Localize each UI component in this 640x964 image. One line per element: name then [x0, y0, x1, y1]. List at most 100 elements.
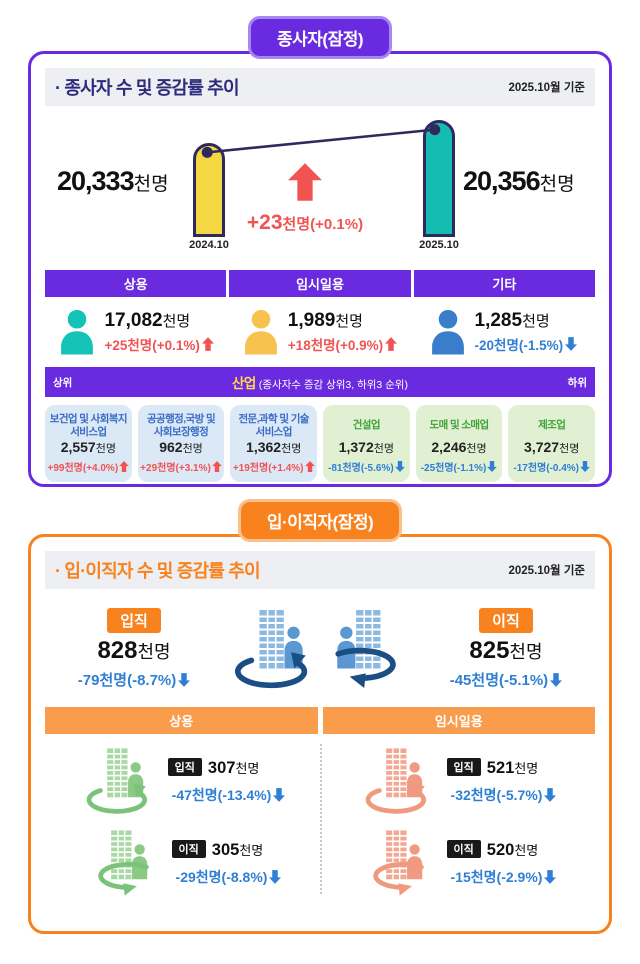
industry-card: 전문,과학 및 기술 서비스업 1,362천명 +19천명(+1.4%)	[230, 405, 318, 483]
tab-workers-label: 종사자(잠정)	[276, 30, 364, 49]
up-arrow-icon	[305, 461, 315, 472]
tab-turnover: 입·이직자(잠정)	[237, 499, 403, 542]
hires-badge: 입직	[107, 608, 161, 633]
curr-date-label: 2025.10	[419, 239, 459, 251]
down-arrow-icon	[580, 461, 590, 472]
leave-badge: 이직	[171, 839, 206, 858]
turnover-totals-row: 입직 828천명 -79천명(-8.7%) 이직 825천명 -45천명(-5.…	[45, 589, 595, 703]
category-header-temporary: 임시일용	[229, 270, 411, 297]
building-turn-out-icon	[359, 828, 435, 898]
group-row: 입직 307천명 -47천명(-13.4%)	[45, 746, 320, 816]
bar-2025-10	[423, 120, 455, 237]
turnover-header-band: · 입·이직자 수 및 증감률 추이 2025.10월 기준	[45, 551, 595, 589]
building-turn-in-icon	[359, 746, 435, 816]
down-arrow-icon	[273, 788, 285, 802]
down-arrow-icon	[269, 870, 281, 884]
industry-card: 보건업 및 사회복지 서비스업 2,557천명 +99천명(+4.0%)	[45, 405, 132, 483]
workers-title: · 종사자 수 및 증감률 추이	[55, 78, 240, 98]
row-change: -47천명(-13.4%)	[171, 786, 272, 803]
turnover-title: · 입·이직자 수 및 증감률 추이	[55, 561, 261, 581]
up-arrow-icon	[119, 461, 129, 472]
building-turn-out-icon	[322, 605, 413, 693]
down-arrow-icon	[550, 673, 562, 687]
building-turn-in-icon	[80, 746, 156, 816]
leave-badge: 이직	[446, 839, 481, 858]
category-stats-row: 17,082천명 +25천명(+0.1%) 1,989천명 +18천명(+0.9…	[45, 309, 595, 355]
up-arrow-icon	[212, 461, 222, 472]
industry-change: -81천명(-5.6%)	[328, 463, 394, 474]
industry-name: 건설업	[352, 419, 381, 432]
category-change: -20천명(-1.5%)	[474, 338, 564, 353]
group-row: 이직 305천명 -29천명(-8.8%)	[45, 828, 320, 898]
industry-change: -17천명(-0.4%)	[513, 463, 580, 474]
industry-change: +99천명(+4.0%)	[47, 463, 119, 475]
category-value: 1,989	[287, 310, 336, 331]
group-row: 입직 521천명 -32천명(-5.7%)	[320, 746, 595, 816]
prev-total-value: 20,333	[57, 166, 135, 196]
industry-bar-note: (종사자수 증감 상위3, 하위3 순위)	[258, 379, 408, 391]
down-arrow-icon	[395, 461, 405, 472]
industry-name: 도매 및 소매업	[429, 419, 490, 432]
down-arrow-icon	[544, 870, 556, 884]
total-change: +23천명(+0.1%)	[213, 211, 397, 235]
row-change: -29천명(-8.8%)	[175, 868, 268, 885]
industry-name: 보건업 및 사회복지 서비스업	[49, 413, 128, 439]
category-header-regular: 상용	[45, 270, 227, 297]
category-header-other: 기타	[413, 270, 595, 297]
row-change: -15천명(-2.9%)	[450, 868, 543, 885]
industry-card: 건설업 1,372천명 -81천명(-5.6%)	[323, 405, 410, 483]
up-arrow-icon	[385, 337, 397, 351]
industry-change: +29천명(+3.1%)	[140, 463, 211, 475]
category-other: 1,285천명 -20천명(-1.5%)	[412, 309, 595, 355]
hires-change: -79천명(-8.7%)	[77, 672, 177, 689]
group-row: 이직 520천명 -15천명(-2.9%)	[320, 828, 595, 898]
group-header-temporary: 임시일용	[322, 707, 595, 734]
total-change-rest: 천명(+0.1%)	[282, 216, 364, 233]
hires-block: 입직 828천명 -79천명(-8.7%)	[45, 608, 223, 690]
industry-name: 공공행정,국방 및 사회보장행정	[146, 413, 216, 439]
row-change: -32천명(-5.7%)	[450, 786, 543, 803]
bar-2024-10	[193, 143, 225, 237]
group-header-regular: 상용	[45, 707, 318, 734]
industry-bar: 상위 산업 (종사자수 증감 상위3, 하위3 순위) 하위	[45, 367, 595, 397]
separations-change: -45천명(-5.1%)	[449, 672, 549, 689]
rank-top-label: 상위	[53, 376, 73, 389]
trend-connector-line	[201, 124, 441, 158]
person-icon	[430, 309, 466, 355]
curr-total: 20,356천명	[463, 166, 575, 197]
hire-badge: 입직	[167, 757, 202, 776]
rank-bottom-label: 하위	[567, 376, 587, 389]
workers-header-band: · 종사자 수 및 증감률 추이 2025.10월 기준	[45, 68, 595, 106]
category-value: 17,082	[104, 310, 163, 331]
prev-date-label: 2024.10	[189, 239, 229, 251]
prev-total-unit: 천명	[133, 174, 169, 195]
separations-value: 825	[469, 637, 510, 664]
category-change: +25천명(+0.1%)	[104, 338, 200, 353]
person-icon	[59, 309, 95, 355]
industry-card: 제조업 3,727천명 -17천명(-0.4%)	[508, 405, 596, 483]
industry-bar-title: 산업	[232, 376, 256, 391]
down-arrow-icon	[565, 337, 577, 351]
down-arrow-icon	[544, 788, 556, 802]
tab-turnover-label: 입·이직자(잠정)	[266, 513, 374, 532]
industry-change: +19천명(+1.4%)	[232, 463, 304, 475]
separations-badge: 이직	[479, 608, 533, 633]
group-regular: 입직 307천명 -47천명(-13.4%) 이직 305천명 -29천명(-8.8…	[45, 746, 320, 898]
group-temporary: 입직 521천명 -32천명(-5.7%) 이직 520천명 -15천명(-2.9%…	[320, 746, 595, 898]
total-change-value: +23	[246, 211, 283, 234]
turnover-as-of-date: 2025.10월 기준	[508, 565, 585, 577]
category-temporary: 1,989천명 +18천명(+0.9%)	[228, 309, 411, 355]
hire-badge: 입직	[446, 757, 481, 776]
dotted-divider	[320, 744, 322, 894]
category-value: 1,285	[474, 310, 523, 331]
workers-panel: · 종사자 수 및 증감률 추이 2025.10월 기준 20,333천명 20…	[28, 51, 612, 487]
tab-workers: 종사자(잠정)	[247, 16, 393, 59]
down-arrow-icon	[178, 673, 190, 687]
group-headers: 상용 임시일용	[45, 707, 595, 734]
category-regular: 17,082천명 +25천명(+0.1%)	[45, 309, 228, 355]
separations-block: 이직 825천명 -45천명(-5.1%)	[417, 608, 595, 690]
category-headers: 상용 임시일용 기타	[45, 270, 595, 297]
workers-trend-chart: 20,333천명 2024.10 2025.10 +23천명(+0.1%) 20…	[45, 110, 595, 262]
industry-name: 제조업	[538, 419, 566, 432]
person-icon	[243, 309, 279, 355]
